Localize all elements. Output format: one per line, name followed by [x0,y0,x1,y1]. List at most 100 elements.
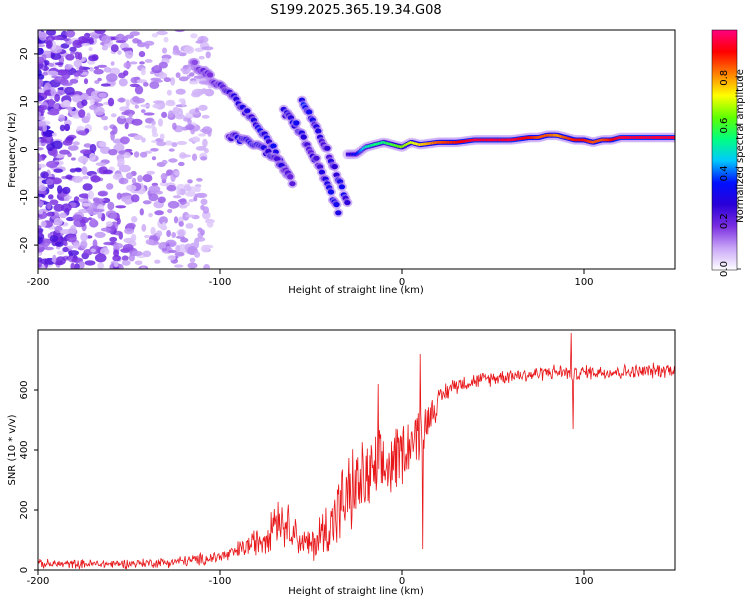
spectrogram-noise-cell [72,214,83,222]
spectrogram-noise-cell [154,259,161,264]
spectrogram-noise-cell [48,98,55,108]
ridge-lower-cell [335,210,342,216]
spectrogram-noise-cell [38,78,44,88]
spectrogram-noise-cell [201,126,213,135]
spectrogram-noise-cell [150,148,159,152]
spectrogram-noise-cell [103,67,112,73]
spectrogram-noise-cell [165,101,176,107]
spectrogram-noise-cell [86,96,93,101]
spectrogram-noise-cell [59,229,72,235]
spectrogram-noise-cell [143,112,155,116]
spectrogram-noise-cell [161,111,168,118]
spectrogram-noise-cell [74,51,80,60]
spectrogram-noise-cell [61,82,73,86]
spectrogram-noise-cell [61,203,72,212]
spectrogram-noise-cell [200,198,208,205]
spectrogram-noise-cell [113,260,119,268]
spectrogram-noise-cell [45,178,54,186]
spectrogram-noise-cell [100,83,111,87]
spectrogram-noise-cell [130,194,140,203]
spectrogram-noise-cell [137,175,144,183]
spectrogram-noise-cell [73,242,81,249]
spectrogram-noise-cell [145,43,150,49]
spectrogram-noise-cell [73,59,82,68]
spectrogram-noise-cell [115,205,127,209]
spectrogram-noise-cell [124,122,129,130]
spectrogram-noise-cell [62,99,71,107]
spectrogram-noise-cell [133,134,143,140]
spectrogram-noise-cell [148,185,161,193]
spectrogram-noise-cell [47,62,55,67]
spectrogram-noise-cell [206,221,214,228]
spectrogram-noise-cell [175,88,186,95]
spectrogram-noise-cell [64,64,72,70]
spectrogram-noise-cell [136,79,148,84]
spectrogram-noise-cell [125,172,133,180]
ridge-steep-cell [331,164,338,170]
spectrogram-noise-cell [167,208,173,214]
spectrogram-noise-cell [101,35,112,44]
spectrogram-noise-cell [49,199,59,205]
spectrogram-noise-cell [134,85,144,95]
spectrogram-noise-cell [81,43,91,47]
spectrogram-noise-cell [82,202,91,207]
spectrogram-noise-cell [139,151,148,158]
spectrogram-noise-cell [178,229,185,237]
spectrogram-noise-cell [198,55,205,60]
spectrogram-noise-cell [151,120,156,126]
spectrogram-noise-cell [38,95,45,102]
spectrogram-x-tick-label: 100 [574,277,593,288]
spectrogram-noise-cell [87,190,94,200]
spectrogram-noise-cell [73,72,80,77]
spectrogram-noise-cell [178,76,189,82]
spectrogram-noise-cell [194,47,204,52]
ridge-steep-cell [315,128,322,134]
spectrogram-noise-cell [170,77,176,86]
spectrogram-noise-cell [109,213,117,219]
ridge-upper-cell [191,59,199,65]
spectrogram-noise-cell [62,246,69,253]
spectrogram-noise-cell [107,97,115,107]
spectrogram-noise-cell [54,93,60,102]
spectrogram-noise-cell [112,255,121,262]
ridge-steep-cell [306,109,313,115]
spectrogram-noise-cell [52,254,57,263]
spectrogram-noise-cell [171,142,178,148]
spectrogram-x-label: Height of straight line (km) [288,285,424,296]
spectrogram-noise-cell [148,193,159,202]
spectrogram-noise-cell [117,97,126,103]
spectrogram-noise-cell [38,56,45,64]
spectrogram-y-label: Frequency (Hz) [7,112,18,188]
spectrogram-noise-cell [79,92,89,102]
ridge-upper-cell [244,108,251,114]
spectrogram-noise-cell [121,255,129,261]
spectrogram-noise-cell [160,173,168,181]
spectrogram-noise-cell [38,193,45,198]
spectrogram-noise-cell [131,177,137,184]
spectrogram-noise-cell [93,208,105,213]
spectrogram-noise-cell [90,175,101,183]
spectrogram-noise-cell [187,118,192,125]
spectrogram-noise-cell [167,255,176,261]
spectrogram-noise-cell [40,171,49,179]
spectrogram-noise-cell [135,97,145,104]
spectrogram-noise-cell [144,234,151,239]
spectrogram-noise-cell [188,80,199,85]
spectrogram-noise-cell [80,149,92,155]
spectrogram-noise-cell [172,49,182,56]
spectrogram-noise-cell [63,241,68,247]
spectrogram-noise-cell [48,194,54,200]
ridge-lower-cell [327,189,335,195]
spectrogram-noise-cell [174,170,180,176]
ridge-middle-cell [289,181,296,187]
spectrogram-noise-cell [39,258,51,265]
spectrogram-noise-cell [192,136,200,142]
spectrogram-noise-cell [151,182,159,187]
spectrogram-noise-cell [174,264,184,268]
spectrogram-noise-cell [187,179,193,184]
spectrogram-noise-cell [166,89,172,96]
spectrogram-noise-cell [83,143,92,148]
spectrogram-noise-cell [113,249,120,257]
spectrogram-noise-cell [38,244,45,248]
spectrogram-noise-cell [119,136,130,145]
